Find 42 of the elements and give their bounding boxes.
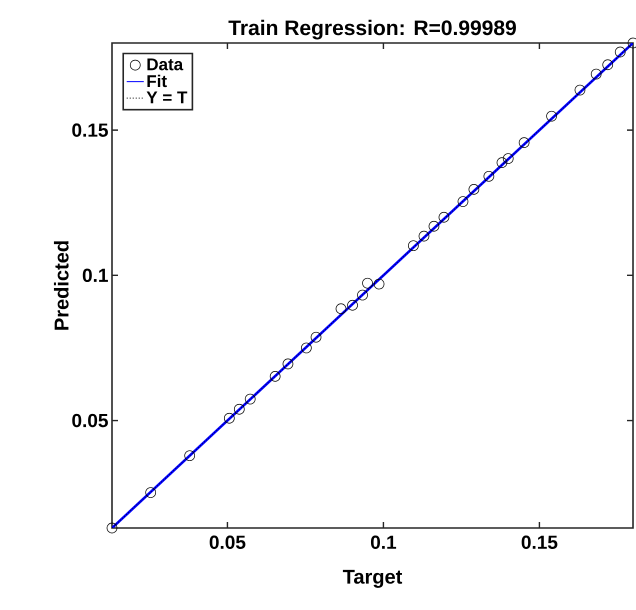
point xyxy=(428,220,440,232)
point xyxy=(590,68,602,80)
point xyxy=(301,342,312,354)
point xyxy=(234,404,245,415)
point xyxy=(484,170,494,182)
y-tick-label: 0.05 xyxy=(72,414,108,428)
point xyxy=(458,196,468,207)
point xyxy=(468,184,480,195)
legend-label: Y = T xyxy=(146,92,188,104)
point xyxy=(106,522,118,534)
point xyxy=(270,371,281,382)
point xyxy=(347,300,358,311)
point xyxy=(310,332,322,343)
legend-label: Data xyxy=(147,58,184,70)
x-tick-label: 0.05 xyxy=(210,536,246,549)
point xyxy=(546,110,557,122)
point xyxy=(184,450,196,462)
y-tick-label: 0.15 xyxy=(72,123,108,137)
point xyxy=(357,290,368,300)
y-tick-label: 0.1 xyxy=(82,268,108,282)
point xyxy=(336,303,346,314)
point xyxy=(418,230,430,242)
x-tick-label: 0.1 xyxy=(370,536,396,549)
x-tick-label: 0.15 xyxy=(522,536,558,549)
legend-label: Fit xyxy=(147,74,167,88)
point xyxy=(438,212,450,223)
point xyxy=(244,394,256,404)
point xyxy=(614,46,626,58)
point xyxy=(362,278,373,289)
chart-title: Train Regression: R=0.99989 xyxy=(228,20,516,40)
point xyxy=(374,278,384,290)
point xyxy=(518,137,530,148)
point xyxy=(502,153,514,164)
point xyxy=(224,412,235,424)
point xyxy=(408,240,419,252)
point xyxy=(602,59,614,70)
y-axis-title: Predicted xyxy=(54,241,69,330)
x-axis-title: Target xyxy=(342,570,402,588)
point xyxy=(496,157,508,168)
point xyxy=(282,358,294,370)
point xyxy=(574,84,586,96)
point xyxy=(145,487,156,498)
